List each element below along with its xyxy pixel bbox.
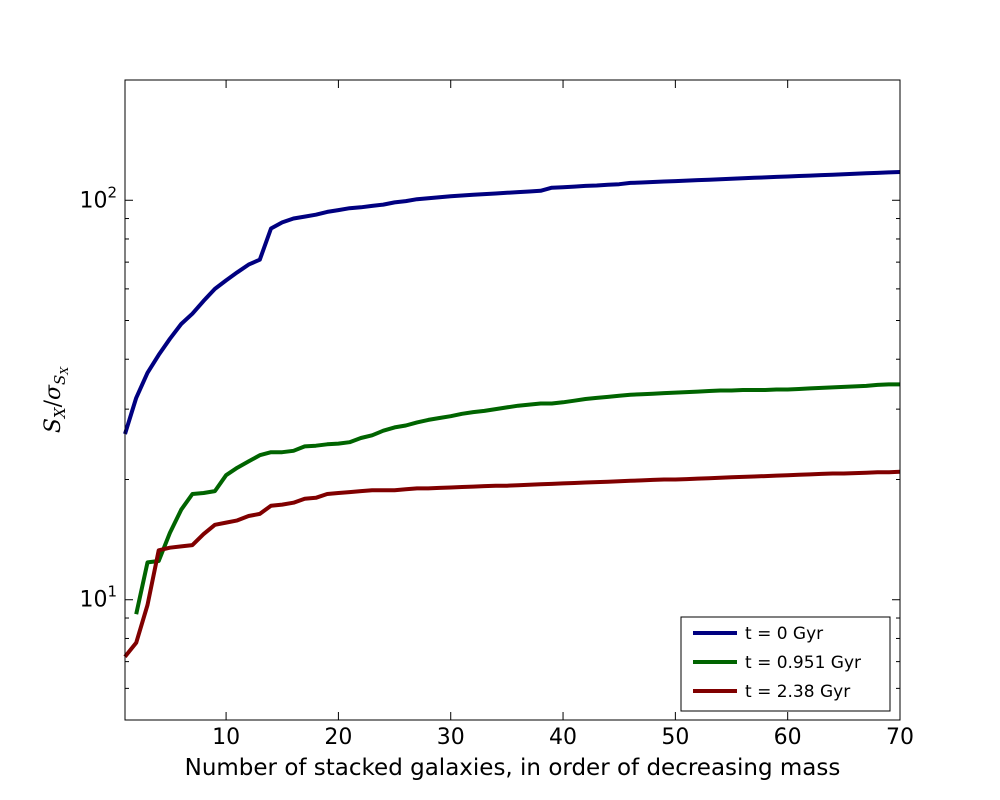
x-tick-label: 20: [324, 725, 352, 750]
y-label-sigma: σ: [41, 384, 66, 400]
series-line-1: [123, 170, 901, 435]
x-tick-label: 60: [774, 725, 802, 750]
y-label-main-sub: X: [51, 406, 69, 419]
plot-frame: [124, 79, 901, 721]
y-tick-label: 102: [79, 183, 117, 213]
x-tick-label: 70: [886, 725, 914, 750]
x-tick-label: 10: [212, 725, 240, 750]
y-label-sigma-subsub: X: [58, 366, 71, 376]
series-line-2: [134, 382, 900, 615]
y-axis: 101 102: [79, 79, 900, 721]
series-lines: [123, 170, 901, 658]
x-tick-label: 50: [661, 725, 689, 750]
legend-label-3: t = 2.38 Gyr: [745, 682, 850, 702]
legend-label-2: t = 0.951 Gyr: [745, 653, 861, 673]
y-label-sigma-sub: S: [51, 375, 69, 385]
legend-label-1: t = 0 Gyr: [745, 624, 823, 644]
y-label-main: S: [41, 418, 66, 433]
x-tick-label: 30: [437, 725, 465, 750]
plot-area: [125, 80, 900, 720]
svg-text:SX/σSX: SX/σSX: [41, 366, 71, 434]
x-tick-label: 40: [549, 725, 577, 750]
series-line-3: [123, 469, 901, 658]
x-axis-label: Number of stacked galaxies, in order of …: [185, 755, 841, 781]
legend: t = 0 Gyr t = 0.951 Gyr t = 2.38 Gyr: [680, 616, 891, 712]
y-tick-label: 101: [79, 583, 117, 613]
y-axis-label: SX/σSX: [41, 366, 71, 434]
y-label-slash: /: [41, 399, 66, 407]
x-axis: 10 20 30 40 50 60 70: [212, 80, 914, 750]
